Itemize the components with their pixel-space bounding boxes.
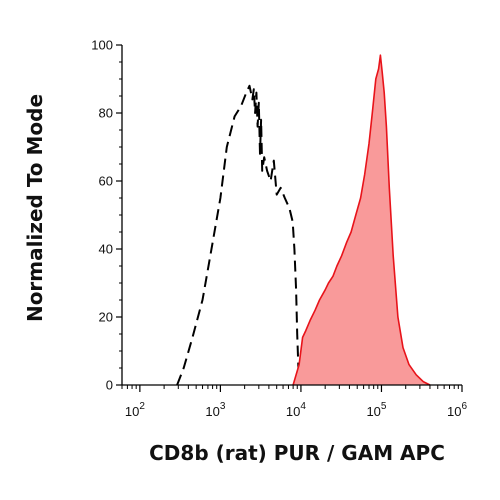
y-tick-label: 20 xyxy=(99,310,113,325)
y-tick-label: 60 xyxy=(99,174,113,189)
y-axis-ticks: 0 20 40 60 80 100 xyxy=(91,38,122,393)
plot-series xyxy=(176,54,431,386)
x-tick-label: 105 xyxy=(366,401,386,419)
x-tick-label: 102 xyxy=(125,401,145,419)
x-tick-label: 106 xyxy=(447,401,467,419)
x-axis-ticks: 102 103 104 105 106 xyxy=(121,385,467,419)
x-tick-label: 103 xyxy=(205,401,225,419)
control-histogram-dashed-line xyxy=(176,84,302,386)
y-tick-label: 80 xyxy=(99,106,113,121)
x-axis-title: CD8b (rat) PUR / GAM APC xyxy=(149,441,445,465)
y-axis-title: Normalized To Mode xyxy=(23,94,47,322)
stained-histogram-line xyxy=(292,54,431,386)
y-tick-label: 100 xyxy=(91,38,113,53)
y-tick-label: 0 xyxy=(106,378,113,393)
y-tick-label: 40 xyxy=(99,242,113,257)
stained-histogram-fill xyxy=(293,55,430,385)
x-tick-label: 104 xyxy=(286,401,306,419)
